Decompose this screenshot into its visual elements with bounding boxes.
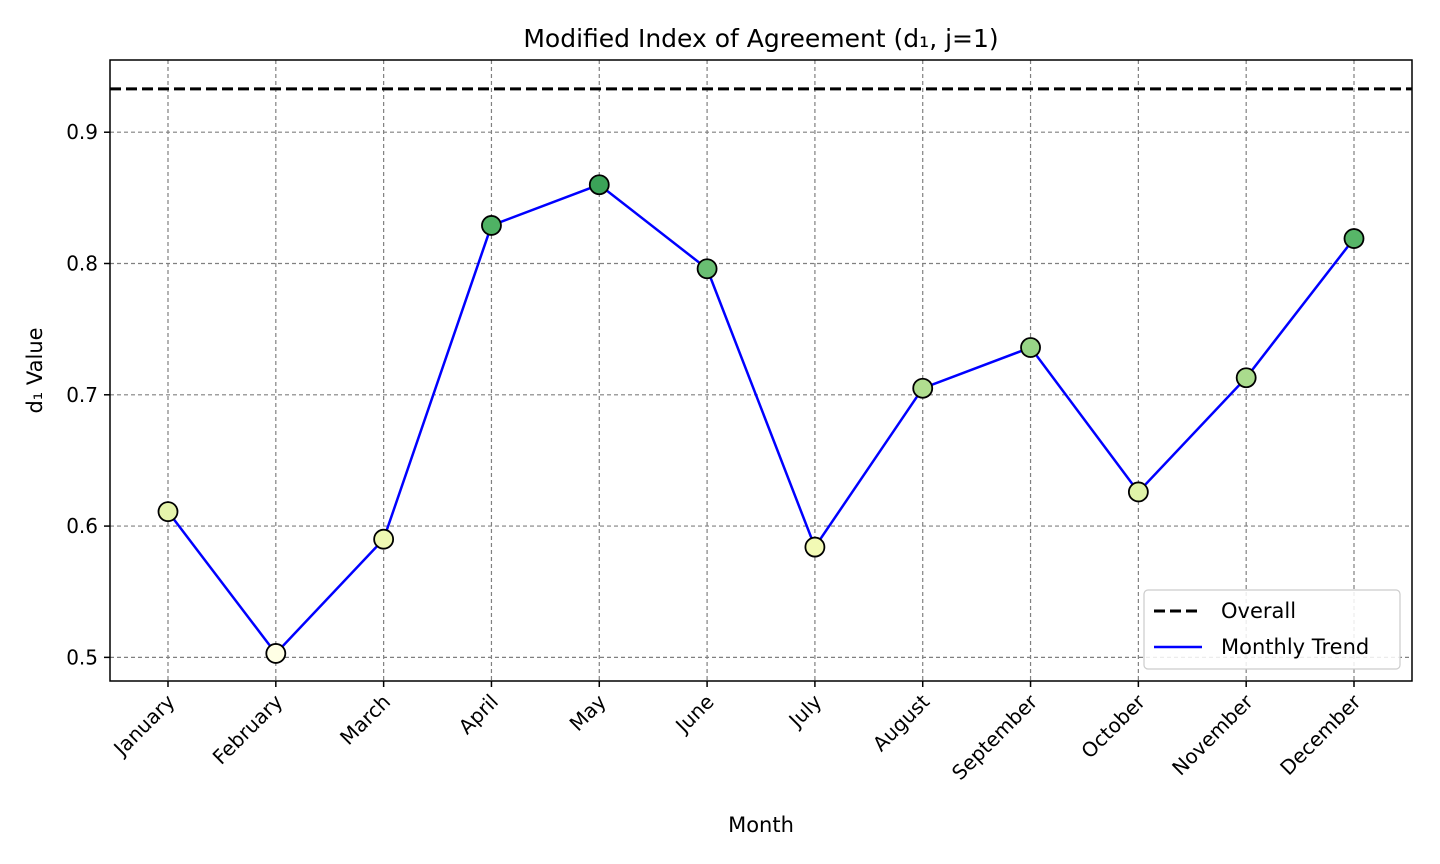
y-tick-label: 0.9: [66, 120, 98, 144]
x-axis-title: Month: [728, 813, 794, 837]
chart-title: Modified Index of Agreement (d₁, j=1): [523, 24, 998, 53]
data-point: [1020, 337, 1041, 358]
x-tick-label: April: [454, 690, 503, 739]
plot-area-frame: [109, 59, 1413, 682]
data-point: [912, 377, 934, 399]
data-point: [1127, 481, 1149, 503]
data-point: [804, 536, 826, 558]
data-point: [1235, 367, 1257, 389]
grid: [110, 60, 1412, 681]
series-line-monthly-trend: [167, 183, 1355, 655]
y-tick-label: 0.7: [66, 383, 98, 407]
data-point: [157, 501, 179, 523]
x-tick-label: May: [565, 689, 611, 735]
y-tick-label: 0.5: [66, 645, 98, 669]
x-tick-label: February: [208, 689, 288, 769]
x-tick-label: October: [1076, 689, 1150, 763]
data-point: [696, 258, 718, 280]
x-tick-label: March: [335, 690, 395, 750]
data-point: [265, 643, 287, 664]
y-axis-ticks: 0.5 0.6 0.7 0.8 0.9: [66, 120, 110, 669]
legend-label: Overall: [1221, 599, 1296, 623]
x-tick-label: August: [868, 689, 935, 756]
series: [157, 174, 1365, 664]
x-tick-label: September: [947, 689, 1043, 785]
legend: Overall Monthly Trend: [1143, 589, 1401, 670]
y-axis-title: d₁ Value: [23, 327, 47, 413]
legend-box: [1143, 589, 1401, 670]
x-tick-label: December: [1275, 689, 1366, 780]
data-point: [481, 215, 502, 236]
x-tick-label: June: [669, 690, 718, 739]
data-point: [373, 528, 395, 550]
x-axis-ticks: January February March April May June July Augu…: [108, 681, 1366, 785]
legend-label: Monthly Trend: [1221, 635, 1369, 659]
x-tick-label: July: [783, 689, 827, 733]
data-point: [588, 174, 610, 196]
x-tick-label: November: [1167, 689, 1258, 780]
x-tick-label: January: [108, 689, 180, 761]
y-tick-label: 0.8: [66, 251, 98, 275]
y-tick-label: 0.6: [66, 514, 98, 538]
data-point: [1343, 228, 1365, 249]
